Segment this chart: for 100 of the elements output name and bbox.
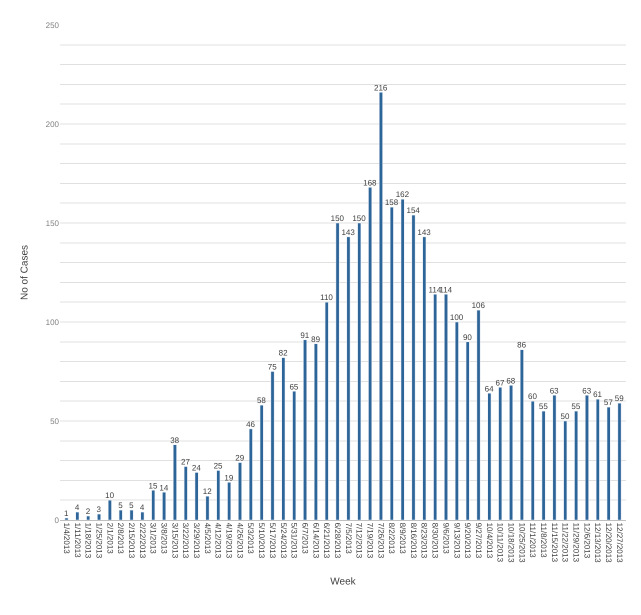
data-label: 86 [517, 340, 527, 350]
data-label: 57 [604, 398, 614, 408]
data-label: 143 [417, 228, 432, 237]
data-label: 29 [235, 454, 245, 463]
data-label: 10 [105, 491, 115, 500]
x-axis-title: Week [330, 576, 357, 588]
x-tick-label: 6/28/2013 [332, 522, 342, 559]
x-tick-label: 5/3/2013 [246, 522, 256, 554]
data-label: 162 [396, 190, 410, 200]
x-tick-label: 12/13/2013 [593, 522, 602, 564]
data-label: 106 [472, 301, 486, 310]
x-tick-label: 10/11/2013 [496, 522, 505, 563]
data-label: 63 [550, 386, 560, 396]
y-tick-label: 150 [46, 218, 60, 228]
x-tick-label: 3/1/2013 [148, 522, 158, 554]
x-tick-label: 6/21/2013 [322, 522, 332, 559]
data-label: 25 [214, 462, 224, 470]
data-label: 75 [268, 362, 278, 372]
bar [552, 395, 556, 520]
data-label: 4 [140, 503, 145, 512]
x-tick-label: 9/6/2013 [441, 522, 450, 554]
data-label: 63 [582, 386, 592, 396]
bar [238, 462, 242, 520]
bar [488, 393, 492, 520]
bar [227, 482, 232, 520]
bar [542, 410, 546, 520]
data-label: 2 [86, 507, 91, 516]
data-label: 3 [96, 505, 102, 514]
x-tick-label: 7/26/2013 [376, 522, 386, 559]
bar [162, 492, 166, 520]
data-label: 64 [484, 384, 494, 394]
data-label: 4 [74, 503, 80, 512]
x-tick-label: 10/18/2013 [506, 522, 516, 564]
x-tick-label: 1/11/2013 [72, 522, 82, 558]
data-label: 143 [341, 228, 356, 237]
x-tick-label: 4/5/2013 [202, 522, 212, 554]
x-tick-label: 11/15/2013 [550, 522, 559, 563]
x-tick-label: 1/25/2013 [94, 522, 104, 559]
x-tick-label: 10/25/2013 [517, 522, 526, 564]
bar [130, 510, 134, 520]
y-tick-label: 0 [54, 516, 60, 525]
x-tick-label: 11/29/2013 [572, 522, 581, 563]
x-tick-label: 12/6/2013 [582, 522, 592, 559]
x-tick-label: 7/12/2013 [354, 522, 364, 559]
x-tick-label: 5/24/2013 [278, 522, 288, 559]
x-tick-label: 6/7/2013 [300, 522, 310, 554]
x-tick-label: 4/26/2013 [235, 522, 244, 559]
x-tick-label: 8/23/2013 [420, 522, 429, 559]
bar [606, 406, 611, 520]
data-label: 14 [159, 483, 169, 492]
bar [173, 444, 177, 520]
y-tick-label: 200 [46, 120, 60, 129]
bar [314, 344, 318, 520]
bar [433, 294, 438, 520]
x-tick-label: 11/22/2013 [560, 522, 570, 563]
x-tick-label: 12/20/2013 [604, 522, 614, 564]
data-label: 59 [614, 394, 624, 404]
bar [292, 391, 296, 520]
bar [216, 470, 220, 520]
bar [444, 294, 448, 520]
data-label: 158 [384, 198, 399, 208]
data-label: 55 [538, 402, 548, 412]
bar [422, 236, 426, 520]
data-label: 60 [528, 392, 538, 402]
bar [563, 420, 568, 520]
bar [379, 92, 383, 520]
bar [530, 400, 535, 520]
data-label: 55 [571, 402, 581, 412]
bar [618, 402, 622, 520]
x-tick-label: 5/31/2013 [290, 522, 299, 559]
data-label: 1 [64, 509, 70, 518]
bar [476, 310, 480, 520]
bar [336, 222, 340, 520]
bar [184, 466, 188, 520]
data-label: 168 [363, 178, 378, 188]
bar [574, 410, 578, 520]
x-tick-label: 8/9/2013 [398, 522, 408, 554]
data-label: 150 [352, 214, 366, 223]
bar [400, 198, 405, 520]
data-label: 89 [311, 334, 321, 344]
bar [509, 385, 513, 520]
bar [151, 490, 156, 520]
x-tick-label: 12/27/2013 [614, 522, 624, 564]
data-label: 90 [462, 332, 472, 342]
data-label: 110 [320, 293, 334, 302]
y-tick-label: 250 [46, 20, 60, 30]
data-label: 67 [496, 378, 505, 388]
bar [194, 472, 198, 520]
bar [248, 428, 253, 520]
bar [357, 222, 362, 520]
bar [206, 496, 210, 520]
x-tick-label: 9/13/2013 [452, 522, 462, 559]
x-tick-label: 3/15/2013 [170, 522, 180, 559]
x-tick-label: 9/27/2013 [474, 522, 483, 559]
data-label: 38 [170, 436, 180, 445]
data-label: 154 [406, 206, 420, 216]
x-tick-label: 1/18/2013 [84, 522, 93, 559]
data-label: 5 [129, 501, 134, 510]
x-tick-label: 7/19/2013 [366, 522, 375, 559]
bar [140, 512, 144, 520]
